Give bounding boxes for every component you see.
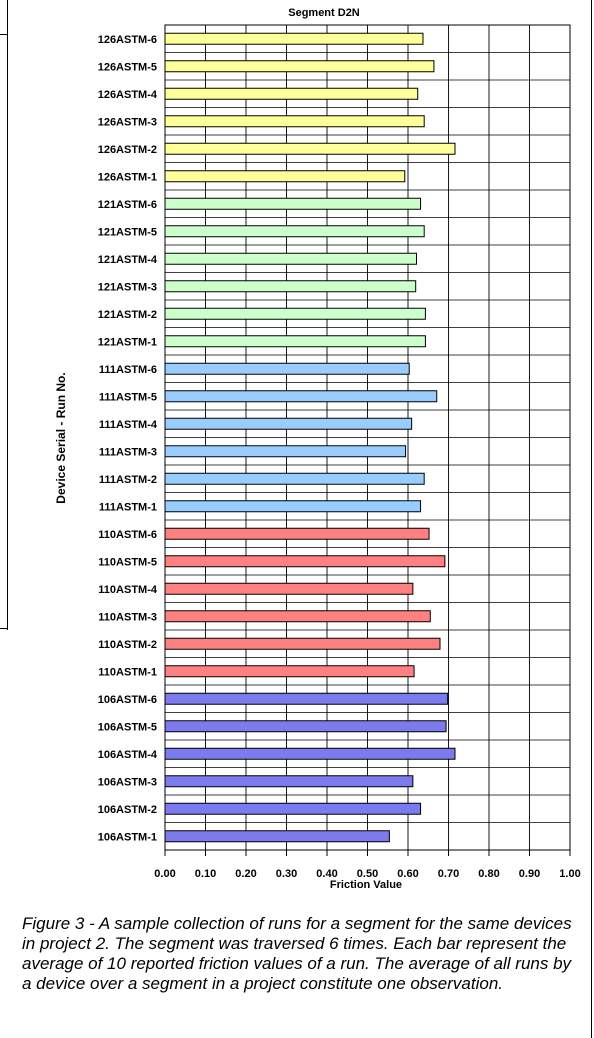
bar [164, 747, 456, 760]
bar [164, 582, 414, 595]
category-label: 126ASTM-5 [98, 61, 157, 73]
category-label: 110ASTM-3 [98, 611, 157, 623]
bar [164, 362, 410, 375]
category-label: 110ASTM-6 [98, 529, 157, 541]
bar [164, 142, 456, 155]
category-label: 121ASTM-5 [98, 226, 157, 238]
x-axis-label: Friction Value [330, 879, 402, 891]
bar [164, 472, 425, 485]
bar [164, 390, 438, 403]
bar [164, 197, 422, 210]
category-label: 110ASTM-4 [98, 584, 158, 596]
category-label: 111ASTM-5 [99, 391, 157, 403]
bar [164, 252, 418, 265]
bar [164, 830, 390, 843]
x-tick-label: 0.10 [195, 868, 216, 880]
bar [164, 665, 415, 678]
category-label: 106ASTM-5 [98, 721, 157, 733]
bar [164, 87, 419, 100]
category-label: 126ASTM-3 [98, 116, 157, 128]
left-border-tick [0, 628, 8, 629]
bar [164, 802, 422, 815]
x-tick-label: 0.60 [397, 868, 418, 880]
category-label: 126ASTM-4 [98, 89, 158, 101]
x-tick-label: 0.30 [276, 868, 297, 880]
category-label: 110ASTM-2 [98, 639, 157, 651]
category-label: 111ASTM-6 [99, 364, 157, 376]
bar [164, 60, 435, 73]
left-border-tick [0, 34, 8, 35]
left-border-line [7, 0, 8, 630]
bar [164, 170, 406, 183]
category-label: 106ASTM-2 [98, 804, 157, 816]
figure-caption: Figure 3 - A sample collection of runs f… [22, 914, 572, 993]
x-tick-label: 0.20 [235, 868, 256, 880]
category-label: 106ASTM-1 [98, 831, 157, 843]
x-tick-layer: 0.00 0.10 0.20 0.30 0.40 0.50 0.60 0.70 0.80 0.90… [154, 868, 580, 880]
category-label: 126ASTM-2 [98, 144, 157, 156]
x-tick-label: 0.70 [438, 868, 459, 880]
bar [164, 555, 446, 568]
category-label: 111ASTM-2 [99, 474, 157, 486]
right-border-line [591, 0, 592, 1038]
category-label: 121ASTM-6 [98, 199, 157, 211]
plot-frame [164, 24, 571, 851]
category-label: 110ASTM-1 [98, 666, 157, 678]
x-tick-label: 0.80 [478, 868, 499, 880]
grid-layer [164, 24, 571, 856]
bar-chart: 126ASTM-6 126ASTM-5 126ASTM-4 126ASTM-3 126A… [54, 7, 581, 891]
bar [164, 280, 417, 293]
bar [164, 417, 413, 430]
category-label: 110ASTM-5 [98, 556, 157, 568]
category-label: 106ASTM-3 [98, 776, 157, 788]
bar-layer [164, 32, 456, 843]
category-label: 126ASTM-6 [98, 34, 157, 46]
bar [164, 115, 425, 128]
category-label: 106ASTM-6 [98, 694, 157, 706]
bar [164, 335, 426, 348]
chart-title: Segment D2N [288, 7, 360, 19]
x-tick-label: 0.50 [357, 868, 378, 880]
bar [164, 527, 430, 540]
category-label-layer: 126ASTM-6 126ASTM-5 126ASTM-4 126ASTM-3 126A… [98, 34, 158, 844]
category-label: 121ASTM-3 [98, 281, 157, 293]
x-tick-label: 0.90 [519, 868, 540, 880]
bar [164, 775, 414, 788]
bar [164, 720, 447, 733]
bar [164, 637, 441, 650]
x-tick-label: 0.40 [316, 868, 337, 880]
category-label: 111ASTM-1 [99, 501, 157, 513]
category-label: 121ASTM-4 [98, 254, 158, 266]
category-label: 111ASTM-3 [99, 446, 157, 458]
bar [164, 500, 422, 513]
x-tick-label: 1.00 [559, 868, 580, 880]
category-label: 126ASTM-1 [98, 171, 157, 183]
category-label: 111ASTM-4 [99, 419, 158, 431]
y-axis-label: Device Serial - Run No. [54, 372, 68, 503]
bar [164, 445, 407, 458]
category-label: 106ASTM-4 [98, 749, 158, 761]
bar [164, 610, 431, 623]
bar [164, 692, 449, 705]
category-label: 121ASTM-2 [98, 309, 157, 321]
bar [164, 307, 426, 320]
category-label: 121ASTM-1 [98, 336, 157, 348]
bar [164, 225, 425, 238]
x-tick-label: 0.00 [154, 868, 175, 880]
bar [164, 32, 424, 45]
